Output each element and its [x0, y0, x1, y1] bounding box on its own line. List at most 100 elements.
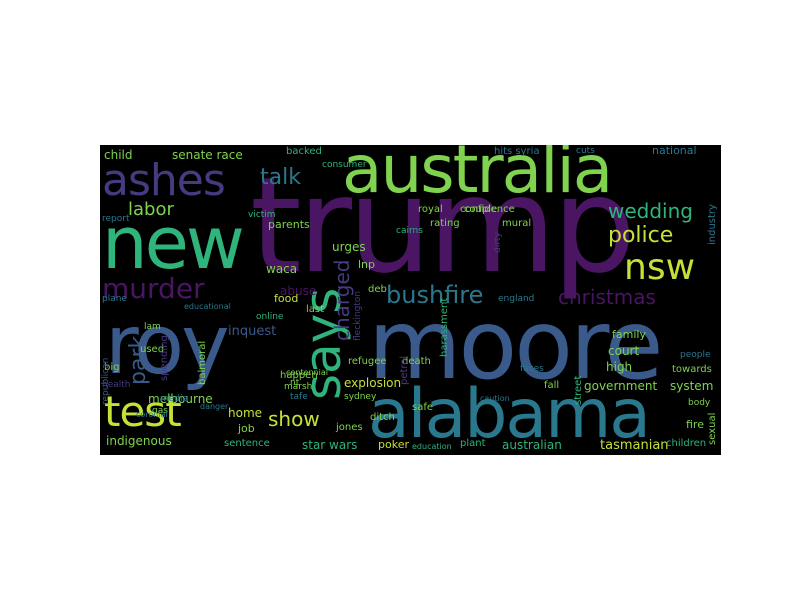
word: labor	[128, 199, 174, 220]
word: cairns	[396, 226, 423, 236]
word: indigenous	[106, 434, 172, 448]
word: fire	[686, 418, 704, 431]
word: plane	[102, 294, 127, 304]
word: rating	[430, 218, 460, 229]
word: explosion	[344, 376, 402, 390]
word: gas	[152, 406, 168, 416]
word: melbourne	[148, 392, 213, 406]
word: jones	[336, 422, 363, 433]
word: trump	[250, 149, 636, 303]
word: refugee	[348, 356, 387, 367]
word: moore	[368, 289, 663, 401]
word: job	[238, 422, 255, 435]
word: wedding	[608, 199, 693, 223]
word: food	[274, 292, 299, 305]
word: marsh	[284, 382, 313, 392]
word: victim	[248, 210, 276, 220]
word: nt	[290, 378, 300, 388]
word: spending	[159, 335, 170, 381]
word: national	[652, 145, 697, 157]
word: industry	[707, 204, 718, 245]
word: body	[688, 398, 711, 408]
word: nsw	[624, 247, 696, 288]
word: educational	[184, 302, 231, 311]
word: poker	[378, 438, 409, 451]
word: australian	[502, 438, 562, 452]
word: education	[412, 442, 452, 451]
word: used	[140, 344, 165, 355]
word: health	[102, 380, 131, 390]
word: waca	[266, 262, 298, 276]
word: death	[402, 356, 431, 367]
word: harassment	[439, 297, 450, 357]
word: plant	[460, 438, 486, 449]
word: couple	[464, 204, 498, 215]
word: senate race	[172, 148, 243, 162]
word: lam	[144, 322, 161, 332]
word: street	[573, 375, 584, 405]
word: home	[228, 406, 263, 420]
word: balmoral	[197, 340, 208, 385]
word: online	[256, 312, 284, 322]
word: system	[670, 379, 714, 393]
word: christmas	[558, 285, 656, 309]
word: happen	[280, 370, 318, 381]
word: sydney	[344, 392, 377, 402]
word: tafe	[290, 392, 308, 402]
word: cuts	[576, 146, 595, 156]
word: caution	[480, 394, 510, 403]
word: faces	[520, 364, 544, 374]
word: sexual	[707, 412, 718, 445]
word: big	[104, 362, 120, 373]
word: royal	[418, 204, 443, 215]
word: family	[612, 328, 646, 341]
word: murder	[102, 272, 205, 305]
word: england	[498, 294, 535, 304]
word: test	[104, 387, 182, 436]
word: new	[102, 201, 245, 285]
word: bushfire	[386, 281, 484, 309]
word: high	[606, 360, 633, 374]
word: star wars	[302, 438, 358, 452]
word: dirty	[493, 232, 503, 253]
word: australia	[342, 145, 613, 208]
word: talk	[260, 165, 301, 190]
word: hits syria	[494, 146, 540, 157]
word: last	[306, 304, 325, 315]
word: lnp	[358, 258, 376, 271]
word: government	[584, 379, 658, 393]
word: consumer	[322, 160, 367, 170]
word-cloud: trump roy moore australia new alabama as…	[100, 145, 721, 455]
word: children	[666, 438, 707, 449]
word: danger	[200, 402, 229, 411]
word: deb	[368, 284, 387, 295]
word: inquest	[228, 324, 277, 339]
word: urges	[332, 240, 366, 254]
word: charged	[330, 259, 354, 342]
word: ashes	[102, 155, 226, 206]
word: court	[608, 344, 640, 358]
word: show	[268, 407, 320, 431]
word: ditch	[370, 412, 395, 423]
word: child	[104, 148, 133, 162]
word: media	[160, 394, 189, 404]
word: alabama	[368, 375, 651, 454]
word: tasmanian	[600, 438, 669, 453]
word: people	[680, 350, 711, 360]
word: fall	[544, 380, 560, 391]
word: backed	[286, 146, 322, 157]
word: police	[608, 223, 674, 248]
word: abuse	[280, 284, 317, 298]
word: petrol	[399, 355, 410, 385]
word: towards	[672, 364, 712, 375]
word: coronial	[136, 410, 168, 419]
word: mural	[502, 218, 532, 229]
word: sentence	[224, 438, 270, 449]
word: fleckington	[353, 290, 363, 341]
word: parents	[268, 218, 310, 231]
word: safe	[412, 402, 434, 413]
word: centennial	[286, 368, 328, 377]
word: confidence	[460, 204, 515, 215]
word: report	[102, 214, 130, 224]
word: roy	[105, 298, 230, 393]
